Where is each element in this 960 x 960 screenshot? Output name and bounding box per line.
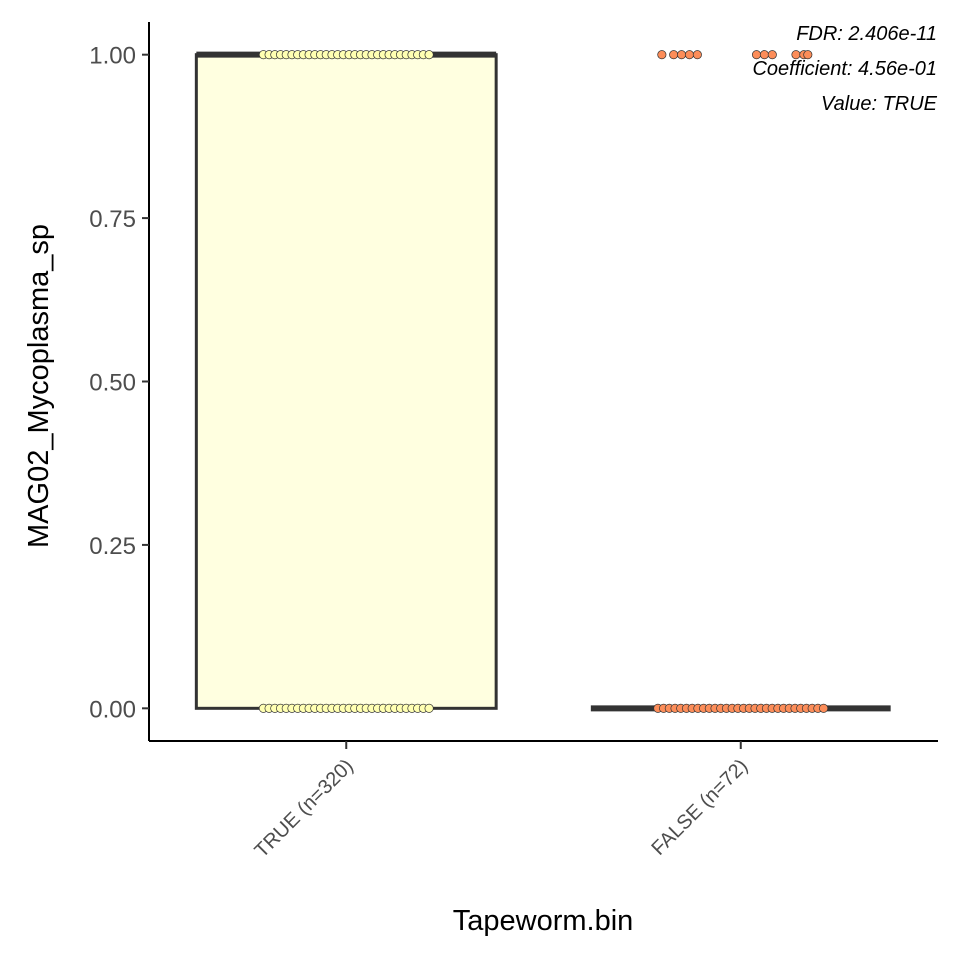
boxes-layer xyxy=(194,51,891,712)
outlier-point xyxy=(657,50,667,60)
data-point xyxy=(819,703,829,713)
annotation-text: Value: TRUE xyxy=(821,93,938,115)
y-tick-label: 0.75 xyxy=(89,206,136,233)
box-body xyxy=(194,53,498,710)
annotation-text: Coefficient: 4.56e-01 xyxy=(752,58,937,80)
outlier-point xyxy=(669,50,679,60)
annotation-text: FDR: 2.406e-11 xyxy=(796,23,937,45)
y-tick-label: 0.25 xyxy=(89,533,136,560)
x-axis-title: Tapeworm.bin xyxy=(453,905,634,937)
data-point xyxy=(424,50,434,60)
y-tick-label: 0.50 xyxy=(89,370,136,397)
x-tick-label: FALSE (n=72) xyxy=(648,755,753,860)
x-tick-label: TRUE (n=320) xyxy=(251,755,358,862)
outlier-point xyxy=(677,50,687,60)
outlier-point xyxy=(803,50,813,60)
outlier-point xyxy=(767,50,777,60)
data-point xyxy=(424,703,434,713)
y-axis-title: MAG02_Mycoplasma_sp xyxy=(23,224,55,548)
outlier-point xyxy=(692,50,702,60)
y-tick-label: 1.00 xyxy=(89,43,136,70)
outlier-point xyxy=(684,50,695,60)
y-tick-label: 0.00 xyxy=(89,696,136,723)
annotations-layer: FDR: 2.406e-11 Coefficient: 4.56e-01 Value… xyxy=(752,23,937,115)
points-layer xyxy=(258,50,829,713)
